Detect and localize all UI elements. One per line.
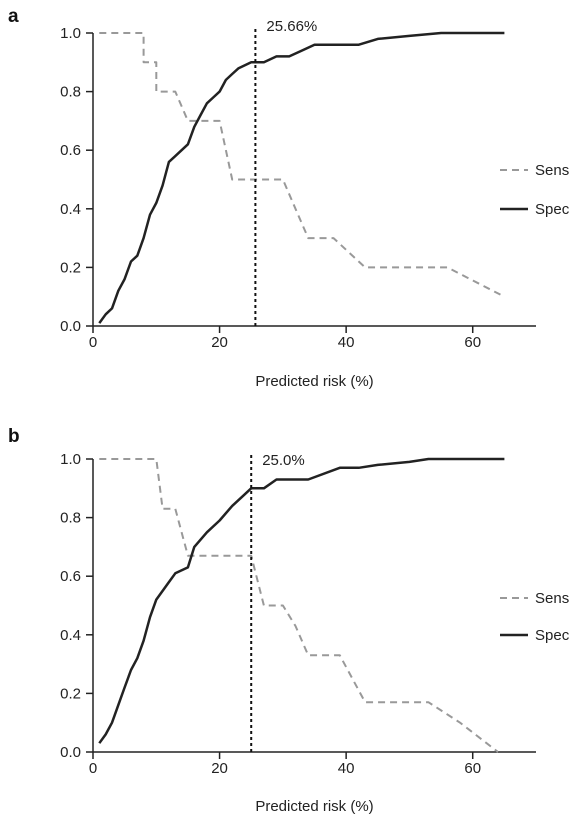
x-tick-label: 0 [89,760,97,777]
x-tick-label: 0 [89,334,97,351]
y-tick-label: 1.0 [60,451,81,468]
panel-label: b [8,426,20,447]
y-tick-label: 0.2 [60,259,81,276]
x-axis-title: Predicted risk (%) [255,798,373,815]
series-line-spec [98,31,505,324]
chart-panel-a: a 0.0 0.2 0.4 0.6 0.8 1.0 0 20 40 60 Predicted risk… [8,6,570,390]
y-tick-label: 0.4 [60,201,81,218]
panel-label: a [8,6,19,27]
chart-panel-b: b 0.0 0.2 0.4 0.6 0.8 1.0 0 20 40 60 Predicted risk… [8,426,570,815]
x-tick-label: 60 [464,760,481,777]
y-tick-label: 1.0 [60,25,81,42]
legend-label-spec: Spec [535,201,570,218]
legend-label-sens: Sens [535,162,569,179]
series-line-sens [99,32,505,298]
legend-label-spec: Spec [535,627,570,644]
y-tick-label: 0.0 [60,318,81,335]
cutoff-label: 25.66% [266,18,317,35]
y-tick-label: 0.8 [60,84,81,101]
x-tick-label: 60 [464,334,481,351]
x-tick-label: 40 [338,334,355,351]
x-tick-label: 20 [211,760,228,777]
y-tick-label: 0.2 [60,685,81,702]
x-tick-label: 40 [338,760,355,777]
y-tick-label: 0.6 [60,568,81,585]
series-line-sens [99,458,499,753]
x-tick-label: 20 [211,334,228,351]
y-tick-label: 0.0 [60,744,81,761]
series-line-spec [98,457,505,744]
y-tick-label: 0.4 [60,627,81,644]
x-axis-title: Predicted risk (%) [255,373,373,390]
cutoff-label: 25.0% [262,452,305,469]
y-tick-label: 0.8 [60,510,81,527]
y-tick-label: 0.6 [60,142,81,159]
legend-label-sens: Sens [535,590,569,607]
